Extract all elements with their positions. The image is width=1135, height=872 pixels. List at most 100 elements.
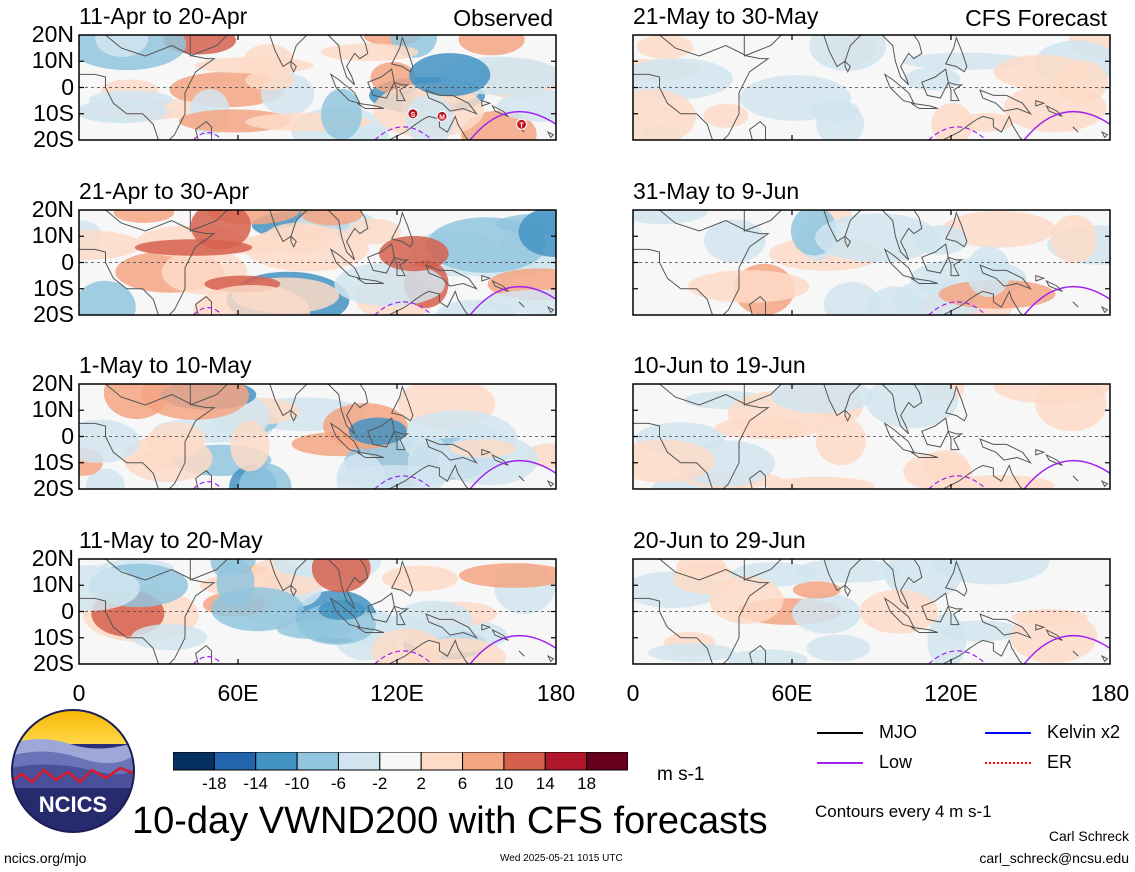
coastline: [749, 469, 766, 489]
colorbar-swatch: [379, 752, 422, 771]
anomaly-region: [426, 217, 547, 273]
anomaly-region: [482, 289, 556, 315]
anomaly-region: [703, 103, 749, 128]
coastline: [1045, 279, 1063, 292]
anomaly-region: [407, 638, 506, 664]
coastline: [950, 210, 958, 211]
axis-ticks: [79, 35, 556, 140]
map-heatmap: [78, 558, 557, 665]
anomaly-region: [709, 576, 784, 624]
logo-text: NCICS: [39, 792, 107, 817]
anomaly-region: [496, 90, 556, 122]
coastline: [242, 384, 324, 417]
map-heatmap: [78, 209, 557, 316]
coastline: [189, 35, 229, 57]
coastline: [546, 130, 555, 139]
coastline: [1100, 130, 1109, 139]
coastline: [290, 584, 297, 597]
colorbar-tick-label: -10: [284, 774, 310, 793]
coastline: [881, 384, 923, 435]
low-contour: [374, 475, 433, 489]
legend-label: MJO: [879, 722, 917, 742]
footer-site: ncics.org/mjo: [4, 850, 87, 866]
anomaly-region: [865, 384, 959, 429]
coastline: [881, 210, 923, 261]
coastline: [796, 210, 878, 243]
coastline: [743, 210, 783, 232]
coastline: [195, 120, 212, 140]
coastline: [633, 384, 770, 489]
legend-line: [817, 732, 863, 734]
low-contour: [193, 481, 223, 489]
lon-tick-label: 120E: [370, 680, 424, 706]
coastline: [396, 210, 404, 211]
lon-tick-label: 0: [626, 680, 640, 706]
low-contour: [928, 301, 987, 315]
coastline: [796, 35, 878, 68]
coastline: [932, 115, 1024, 140]
low-contour: [928, 475, 987, 489]
coastline: [481, 623, 492, 631]
coastline: [932, 639, 1024, 664]
anomaly-region: [409, 53, 491, 97]
anomaly-region: [815, 213, 940, 263]
anomaly-region: [931, 103, 973, 140]
coastline: [79, 35, 216, 140]
coastline: [881, 35, 923, 86]
coastline: [518, 301, 525, 308]
map-heatmap: [632, 558, 1111, 665]
anomaly-region: [921, 450, 970, 483]
anomaly-region: [726, 649, 808, 664]
storm-marker: [516, 118, 528, 130]
anomaly-region: [633, 210, 709, 225]
lat-tick-label: 20S: [33, 650, 74, 676]
coastline: [290, 235, 297, 248]
storm-marker: [436, 110, 448, 122]
anomaly-region: [792, 581, 841, 599]
coastline: [1045, 628, 1063, 641]
anomaly-region: [194, 57, 314, 74]
coastline: [979, 264, 1032, 290]
coastline: [911, 626, 938, 633]
coastline: [425, 89, 478, 115]
coastline: [491, 279, 509, 292]
coastline: [1035, 99, 1046, 107]
anomaly-region: [405, 94, 454, 140]
credit-email: carl_schreck@ncsu.edu: [979, 850, 1129, 866]
colorbar-swatch: [462, 752, 505, 771]
coastline: [1072, 650, 1079, 657]
anomaly-region: [95, 35, 149, 57]
panel-title: 11-May to 20-May: [79, 527, 263, 553]
colorbar-swatch: [544, 752, 588, 771]
coastline: [79, 384, 216, 489]
anomaly-region: [123, 434, 213, 483]
coastline: [390, 210, 414, 248]
legend-line: [985, 762, 1031, 764]
coastline: [327, 210, 369, 261]
coastline: [195, 469, 212, 489]
lat-tick-label: 20N: [31, 21, 74, 47]
coastline: [390, 384, 414, 422]
storm-marker-label: M: [439, 114, 445, 121]
colorbar-swatch: [337, 752, 381, 771]
anomaly-region: [320, 88, 362, 140]
panel-title: 21-Apr to 30-Apr: [79, 178, 250, 204]
anomaly-region: [993, 384, 1110, 404]
coastline: [633, 210, 770, 315]
lat-tick-label: 20N: [31, 545, 74, 571]
coastline: [1072, 301, 1079, 308]
anomaly-region: [79, 419, 140, 464]
lon-tick-label: 180: [536, 680, 576, 706]
coastline: [881, 559, 923, 610]
anomaly-region: [334, 262, 445, 307]
colorbar-tick-label: -14: [243, 774, 269, 793]
anomaly-region: [633, 89, 697, 140]
lon-tick-label: 60E: [217, 680, 259, 706]
low-contour: [1023, 111, 1110, 140]
low-contour: [928, 126, 987, 140]
anomaly-region: [647, 643, 736, 663]
lat-tick-label: 10N: [31, 222, 74, 249]
coastline: [947, 430, 964, 451]
coastline: [195, 295, 212, 315]
anomaly-region: [792, 593, 861, 634]
